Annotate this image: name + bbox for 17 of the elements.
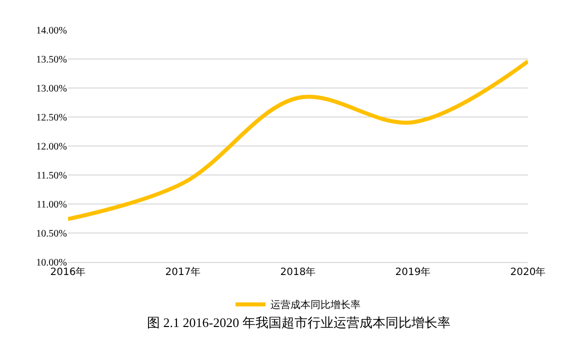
line-series xyxy=(68,59,528,222)
x-tick-label: 2020年 xyxy=(510,266,546,278)
y-tick-label: 11.00% xyxy=(36,200,67,210)
legend-label: 运营成本同比增长率 xyxy=(270,299,360,312)
y-tick-label: 12.50% xyxy=(36,112,67,124)
x-tick-label: 2017年 xyxy=(165,266,201,278)
y-tick-label: 11.50% xyxy=(36,170,67,182)
x-tick-label: 2019年 xyxy=(395,266,431,278)
caption: 图 2.1 2016-2020 年我国超市行业运营成本同比增长率 xyxy=(147,315,450,330)
x-tick-label: 2018年 xyxy=(280,266,316,278)
y-tick-label: 13.50% xyxy=(36,54,67,66)
y-tick-label: 10.00% xyxy=(36,258,67,268)
y-tick-label: 13.00% xyxy=(36,84,67,94)
y-tick-label: 12.00% xyxy=(36,142,67,152)
x-tick-label: 2016年 xyxy=(50,266,86,278)
y-tick-label: 10.50% xyxy=(36,228,67,240)
y-tick-label: 14.00% xyxy=(36,26,67,36)
